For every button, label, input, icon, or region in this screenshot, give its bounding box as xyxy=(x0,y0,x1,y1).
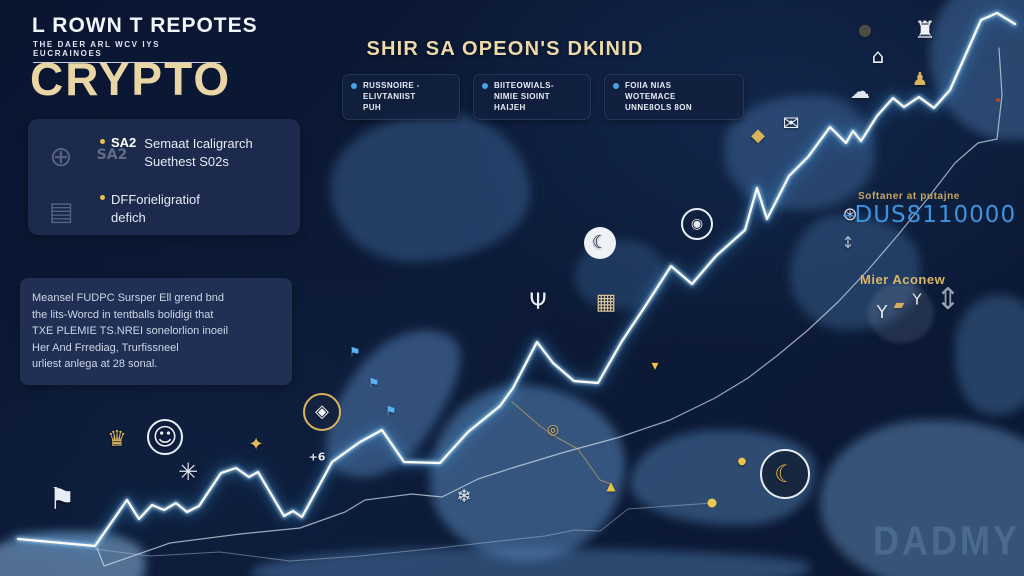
bullet-dot-icon xyxy=(351,83,357,89)
legend-label: FOIIA NIAS WOTEMACE UNNE8OLS 8ON xyxy=(625,81,693,112)
arch-icon: ⌂ xyxy=(871,44,885,68)
map-landmass xyxy=(820,420,1024,576)
note-box: Meansel FUDPC Sursper Ell grend bnd the … xyxy=(20,278,292,385)
map-landmass xyxy=(955,295,1024,415)
scale-ruler-icon: ⇕ xyxy=(935,282,961,317)
moon-ring-icon: ☾ xyxy=(760,449,810,499)
miner-label: Mier Aconew xyxy=(860,272,946,287)
gold-bar-icon: ▰ xyxy=(893,297,905,313)
panel-badge: SA2 xyxy=(111,135,137,150)
legend-item: FOIIA NIAS WOTEMACE UNNE8OLS 8ON xyxy=(604,74,744,121)
smiley-circle-icon: ☺ xyxy=(147,419,183,455)
bullet-dot-icon xyxy=(613,83,619,89)
bank-icon: ♜ xyxy=(914,16,936,44)
wine-glass-icon: Ψ xyxy=(529,290,547,315)
goblet-icon: Y xyxy=(876,302,888,323)
coin-badge-icon: ● xyxy=(858,20,872,39)
flask-icon: ◆ xyxy=(751,125,765,146)
legend-label: BIITEOWIALS- NIMIE SIOINT HAIJEH xyxy=(494,81,554,112)
bullet-dot-icon xyxy=(482,83,488,89)
bullet-dot-icon xyxy=(100,195,105,200)
report-kicker: L ROWN T REPOTES xyxy=(32,14,258,37)
flag-marker-icon: ⚑ xyxy=(368,376,380,392)
flag-marker-icon: ⚑ xyxy=(349,345,361,361)
compass-icon: ❄ xyxy=(456,486,472,507)
series-lower-guide xyxy=(94,502,713,562)
info-panel: SA2 Semaat Icaligrarch Suethest S02s DFF… xyxy=(28,119,300,235)
legend-label: RUSSNOIRE - ELIVTANIIST PUH xyxy=(363,81,420,112)
trophy-icon: ♛ xyxy=(107,427,127,452)
legend-item: RUSSNOIRE - ELIVTANIIST PUH xyxy=(342,74,460,121)
report-subkicker: THE DAER ARL WCV IYS EUCRAINOES xyxy=(33,40,221,63)
chart-marker xyxy=(707,498,717,508)
price-value: –DUS8110000 xyxy=(842,202,1017,228)
series-secondary-trend xyxy=(96,47,1003,567)
price-caption: Softaner at putajne xyxy=(858,191,960,202)
brain-icon: ☁ xyxy=(850,79,870,103)
water-badge-icon: ◈ xyxy=(303,393,341,431)
legend-item: BIITEOWIALS- NIMIE SIOINT HAIJEH xyxy=(473,74,591,121)
flag-marker-icon: ⚑ xyxy=(385,404,397,420)
map-landmass xyxy=(250,548,810,576)
qr-grid-icon: ▦ xyxy=(595,290,617,315)
map-landmass xyxy=(725,95,875,210)
coins-icon: ◎ xyxy=(546,422,560,438)
watermark: DADMY xyxy=(873,517,1020,564)
panel-item-label: Semaat Icaligrarch Suethest S02s xyxy=(144,136,253,169)
runner-flag-icon: ⚑ xyxy=(48,482,76,517)
series-main-trend xyxy=(16,11,1017,548)
triangle-marker-icon: ▲ xyxy=(606,479,616,493)
mini-scale-icon: ↕ xyxy=(841,233,855,252)
count-badge: +6 xyxy=(308,450,326,464)
map-landmass xyxy=(430,385,625,560)
glass2-icon: Y xyxy=(912,290,922,309)
envelope-icon: ✉ xyxy=(782,111,800,135)
helmet-circle-icon: ☾ xyxy=(584,227,616,259)
series-gold-route xyxy=(511,401,612,485)
section-heading: SHIR SA OPEON'S DKINID xyxy=(366,38,644,60)
podium-person-icon: ♟ xyxy=(911,69,929,90)
pin-marker-icon: ▾ xyxy=(651,358,659,374)
bullet-dot-icon xyxy=(100,139,105,144)
globe-arrows-icon: ⊛ xyxy=(842,204,858,225)
car-circle-icon: ◉ xyxy=(681,208,713,240)
miner-halo xyxy=(868,283,934,343)
pinwheel-icon: ✳ xyxy=(177,458,199,486)
map-landmass xyxy=(330,112,530,262)
legend: RUSSNOIRE - ELIVTANIIST PUH BIITEOWIALS-… xyxy=(342,74,744,121)
chart-marker xyxy=(996,98,1000,102)
key-icon: ✦ xyxy=(248,434,264,455)
panel-item-label: DFForieligratiof defich xyxy=(111,192,200,225)
page-title: CRYPTO xyxy=(30,53,232,105)
pin2-marker-icon: ● xyxy=(737,456,747,467)
